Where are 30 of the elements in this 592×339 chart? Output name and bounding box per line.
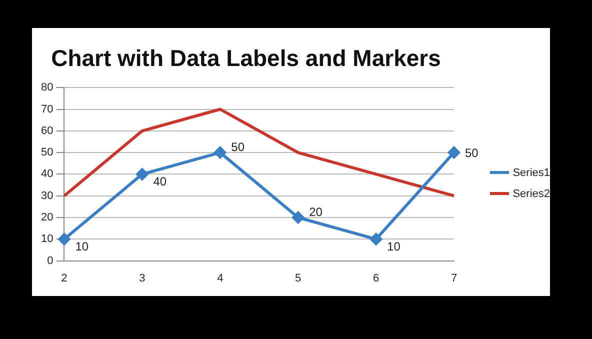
y-tick-label: 80 bbox=[40, 82, 54, 94]
y-tick-label: 0 bbox=[47, 254, 54, 267]
data-label: 40 bbox=[153, 174, 167, 189]
point bbox=[448, 146, 460, 159]
legend-label: Series1 bbox=[512, 166, 550, 178]
y-tick-label: 40 bbox=[40, 168, 54, 180]
data-label: 50 bbox=[231, 140, 245, 154]
x-tick-label: 3 bbox=[139, 272, 146, 284]
point bbox=[58, 233, 70, 246]
x-tick-label: 2 bbox=[61, 272, 68, 284]
y-tick-label: 70 bbox=[40, 103, 54, 116]
point bbox=[136, 168, 148, 180]
point bbox=[292, 212, 304, 224]
x-tick-label: 7 bbox=[450, 272, 458, 284]
point bbox=[370, 233, 382, 246]
data-label: 50 bbox=[465, 146, 479, 160]
x-tick-label: 4 bbox=[217, 272, 224, 284]
data-label: 10 bbox=[387, 239, 401, 254]
point bbox=[214, 146, 226, 159]
x-tick-label: 6 bbox=[372, 272, 380, 284]
y-tick-label: 10 bbox=[40, 233, 54, 246]
y-tick-label: 30 bbox=[40, 190, 54, 202]
chart-title: Chart with Data Labels and Markers bbox=[51, 45, 441, 72]
data-label: 20 bbox=[309, 204, 323, 219]
y-tick-label: 50 bbox=[40, 146, 54, 159]
x-tick-label: 5 bbox=[295, 272, 302, 284]
y-tick-label: 60 bbox=[40, 124, 54, 137]
legend-label: Series2 bbox=[512, 188, 550, 200]
y-tick-label: 20 bbox=[40, 212, 54, 224]
data-label: 10 bbox=[75, 239, 89, 254]
